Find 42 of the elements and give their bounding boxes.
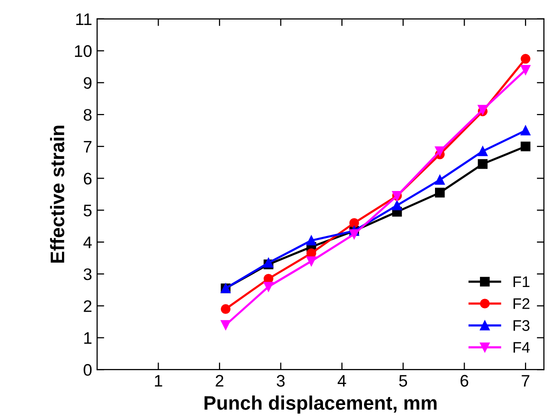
legend-label: F1 (514, 276, 530, 288)
legend-label: F3 (514, 320, 530, 331)
y-tick-label: 5 (84, 204, 92, 216)
y-tick-label: 10 (75, 45, 92, 57)
point (478, 159, 488, 169)
y-tick-label: 8 (84, 108, 92, 121)
y-tick-label: 7 (84, 141, 92, 152)
point (220, 304, 231, 314)
point (220, 320, 231, 330)
legend-label: F4 (514, 342, 530, 353)
y-axis-title: Effective strain (50, 126, 64, 263)
y-tick-label: 2 (84, 300, 92, 312)
x-tick-label: 4 (338, 375, 346, 387)
y-tick-label: 3 (84, 268, 92, 280)
x-tick-label: 3 (276, 374, 285, 387)
point (520, 126, 530, 136)
point (349, 218, 360, 228)
point (434, 146, 445, 156)
y-tick-label: 4 (83, 236, 92, 248)
x-tick-label: 6 (460, 374, 468, 387)
y-tick-label: 9 (84, 77, 92, 89)
point (392, 200, 402, 210)
point (434, 175, 445, 185)
x-tick-label: 5 (399, 375, 408, 387)
x-tick-label: 2 (216, 374, 224, 387)
point (520, 65, 530, 75)
point (349, 229, 360, 239)
y-tick-label: 0 (84, 364, 92, 376)
x-tick-label: 7 (522, 375, 530, 387)
y-tick-label: 11 (76, 13, 92, 25)
x-axis-title: Punch displacement, mm (204, 396, 437, 414)
point (306, 236, 316, 246)
point (478, 146, 488, 156)
point (264, 282, 274, 292)
x-tick-label: 1 (154, 375, 162, 387)
point (520, 142, 530, 152)
point (520, 54, 530, 64)
y-tick-label: 1 (84, 332, 92, 344)
legend-label: F2 (514, 298, 530, 309)
point (434, 188, 445, 198)
y-tick-label: 6 (84, 172, 92, 185)
point (306, 256, 316, 266)
